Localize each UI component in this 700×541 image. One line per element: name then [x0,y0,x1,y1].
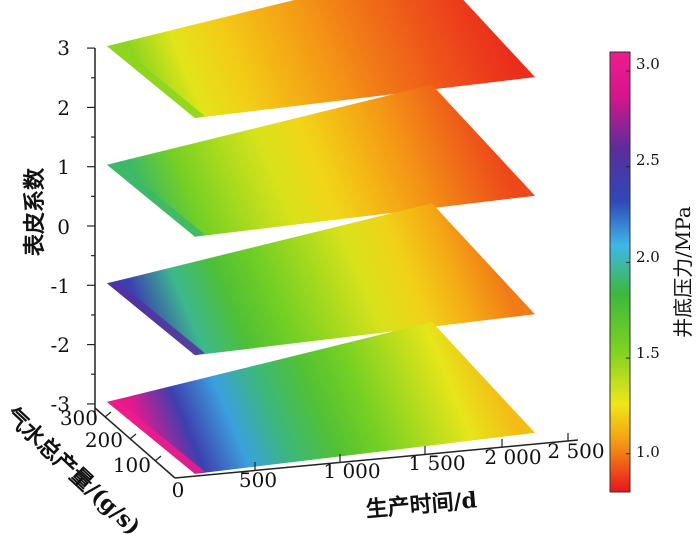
z-tick-label: 0 [57,215,70,239]
colorbar-tick-label: 2.5 [636,151,660,169]
z-tick-label: 1 [57,155,70,179]
surface-slices [107,0,535,474]
colorbar [609,51,631,493]
origin-tick-label: 0 [172,478,185,502]
x-tick-label: 2 500 [547,439,604,463]
colorbar-label: 井底压力/MPa [671,206,695,338]
z-tick-label: -1 [51,274,70,298]
x-tick-label: 1 500 [408,451,465,475]
z-tick-label: 2 [57,96,70,120]
colorbar-tick-label: 3.0 [636,55,660,73]
surface-slice-edge [107,44,205,119]
y-tick-mark [104,411,112,418]
x-tick-label: 2 000 [484,445,541,469]
x-tick-label: 500 [239,468,277,492]
y-tick-mark [129,433,137,440]
surface-slice-edge [107,162,205,237]
surface-slice [107,203,535,356]
y-tick-mark [154,455,162,462]
surface-slice-edge [107,399,205,474]
z-axis-label: 表皮系数 [22,167,48,256]
surface-slice [107,0,535,119]
z-tick-label: -3 [51,392,70,416]
y-axis-line [94,407,176,479]
colorbar-tick-label: 2.0 [636,248,660,266]
z-tick-label: -2 [51,333,70,357]
surface-slice-edge [107,281,205,356]
colorbar-tick-label: 1.5 [636,344,660,362]
x-axis-label: 生产时间/d [365,487,478,523]
colorbar-tick-label: 1.0 [636,443,660,461]
x-axis-line [174,439,579,479]
y-tick-label: 100 [113,453,151,477]
axis-tick-marks [87,47,569,470]
y-tick-label: 200 [85,428,123,452]
colorbar-ticks [626,70,630,455]
y-tick-label: 300 [60,406,98,430]
x-tick-label: 1 000 [323,459,380,483]
surface-slice [107,321,535,474]
surface-slice [107,84,535,237]
z-tick-label: 3 [57,36,70,60]
